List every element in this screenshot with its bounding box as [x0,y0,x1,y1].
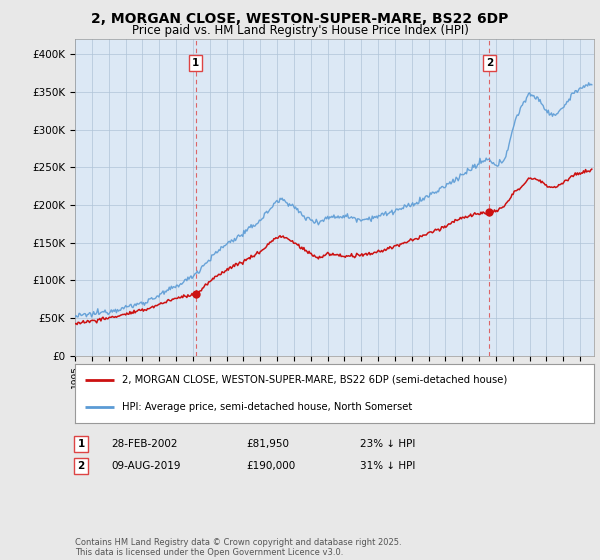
Text: £81,950: £81,950 [246,439,289,449]
Text: 1: 1 [77,439,85,449]
Text: 2: 2 [485,58,493,68]
Text: £190,000: £190,000 [246,461,295,471]
Text: 28-FEB-2002: 28-FEB-2002 [111,439,178,449]
Text: 2: 2 [77,461,85,471]
Text: HPI: Average price, semi-detached house, North Somerset: HPI: Average price, semi-detached house,… [122,402,412,412]
Text: 2, MORGAN CLOSE, WESTON-SUPER-MARE, BS22 6DP: 2, MORGAN CLOSE, WESTON-SUPER-MARE, BS22… [91,12,509,26]
Text: Price paid vs. HM Land Registry's House Price Index (HPI): Price paid vs. HM Land Registry's House … [131,24,469,36]
Text: 2, MORGAN CLOSE, WESTON-SUPER-MARE, BS22 6DP (semi-detached house): 2, MORGAN CLOSE, WESTON-SUPER-MARE, BS22… [122,375,507,385]
Text: 09-AUG-2019: 09-AUG-2019 [111,461,181,471]
Text: 1: 1 [192,58,199,68]
Text: Contains HM Land Registry data © Crown copyright and database right 2025.
This d: Contains HM Land Registry data © Crown c… [75,538,401,557]
Text: 31% ↓ HPI: 31% ↓ HPI [360,461,415,471]
Text: 23% ↓ HPI: 23% ↓ HPI [360,439,415,449]
